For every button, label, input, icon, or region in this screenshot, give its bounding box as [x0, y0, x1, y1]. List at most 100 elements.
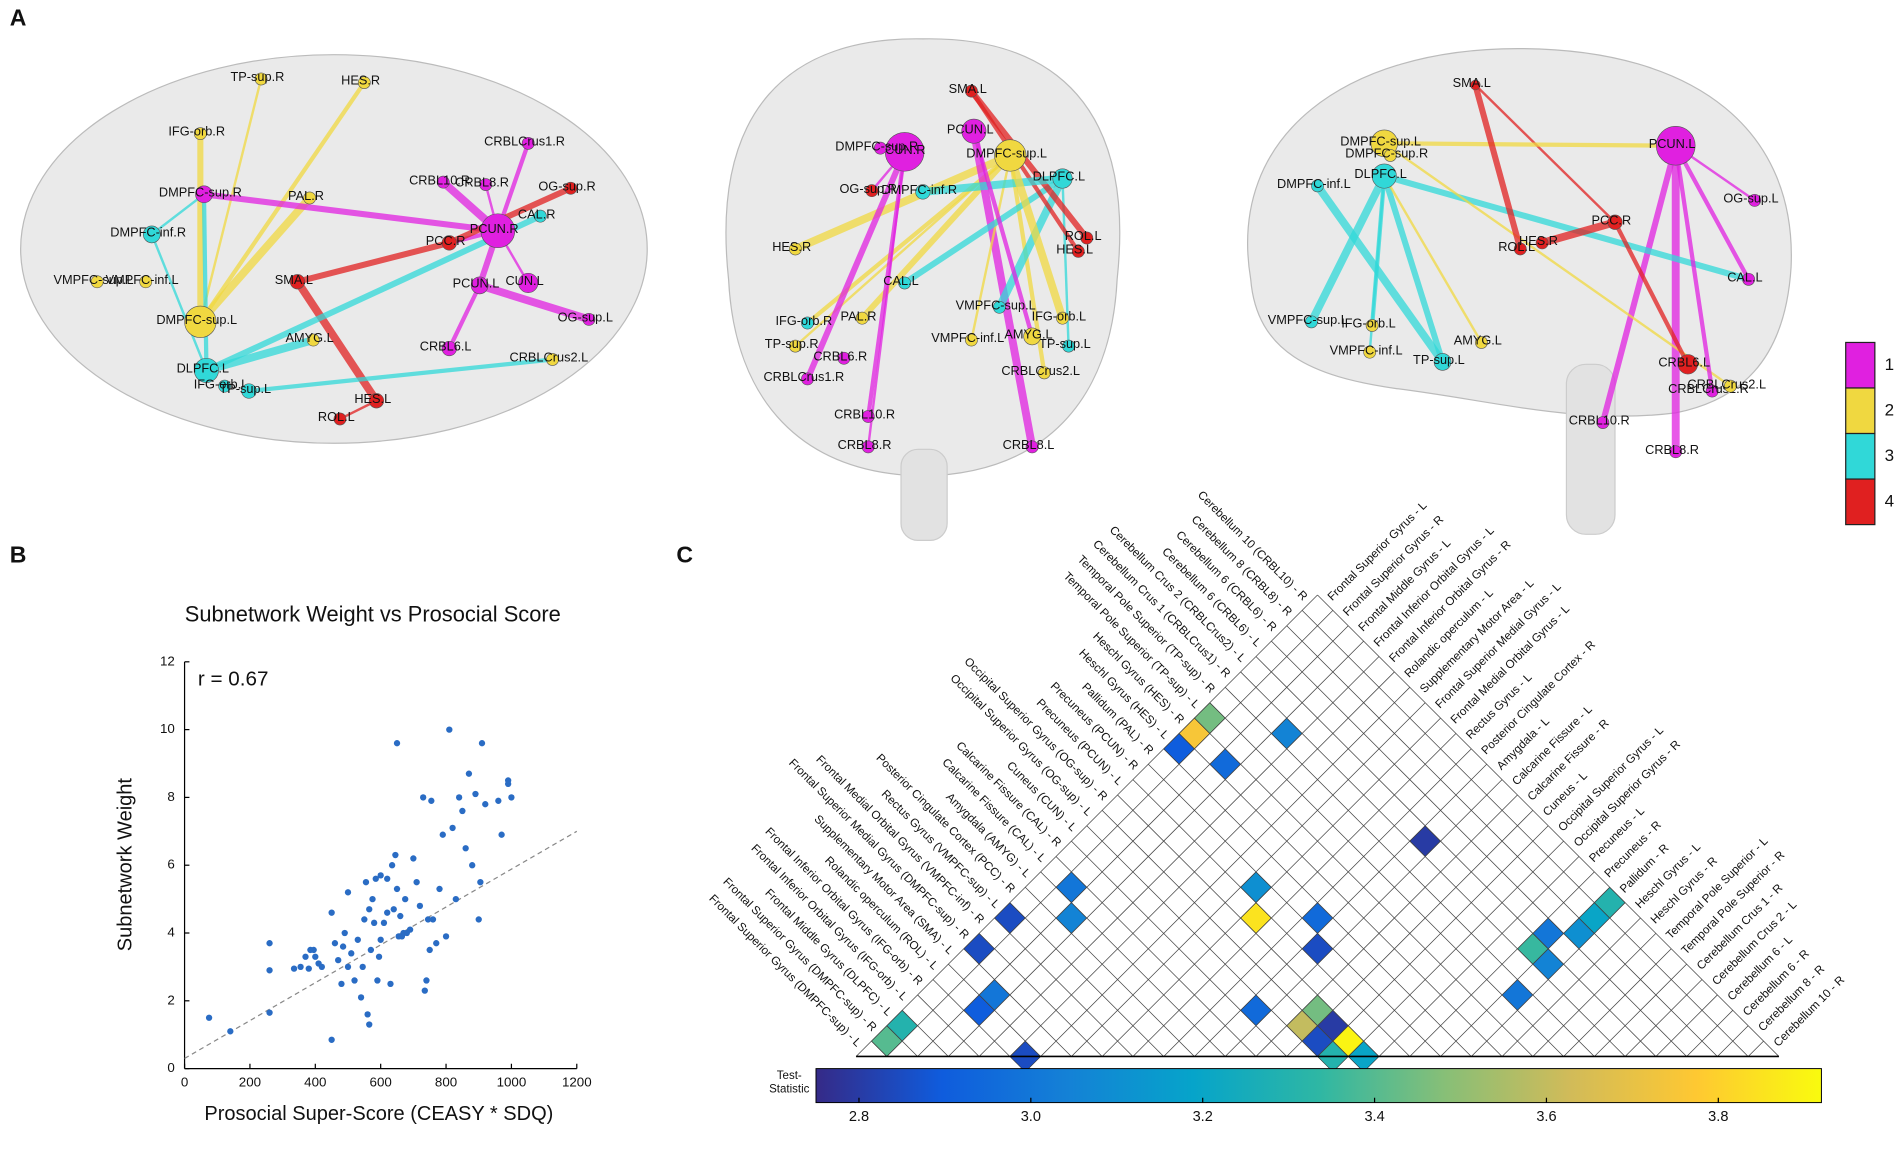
- y-tick-label: 0: [167, 1060, 174, 1075]
- connection: [1613, 221, 1690, 366]
- node-label: DLPFC.L: [177, 361, 229, 376]
- data-point: [428, 797, 435, 804]
- node-label: IFG-orb.R: [776, 313, 833, 328]
- data-point: [406, 926, 414, 933]
- x-tick-label: 1200: [562, 1075, 592, 1090]
- legend-swatch: [1845, 478, 1876, 526]
- data-point: [348, 950, 355, 957]
- connection: [205, 336, 315, 375]
- panel-label: B: [10, 541, 27, 567]
- data-point: [423, 977, 430, 984]
- node-label: CRBL10.R: [409, 172, 470, 187]
- brain-node: [1062, 339, 1075, 353]
- data-point: [266, 940, 273, 947]
- grid-line: [886, 610, 1334, 1057]
- connection: [1384, 141, 1676, 148]
- data-point: [318, 963, 326, 971]
- connection: [793, 151, 1012, 253]
- node-label: AMYG.L: [286, 330, 334, 345]
- data-point: [380, 919, 388, 926]
- connection: [296, 239, 451, 285]
- grid-line: [1747, 1040, 1764, 1057]
- data-point: [369, 895, 376, 903]
- y-axis-label: Subnetwork Weight: [115, 778, 137, 952]
- colorbar-tick-label: 3.6: [1536, 1109, 1556, 1125]
- connection: [151, 193, 205, 236]
- data-point: [472, 790, 479, 798]
- brain-shape: [20, 54, 648, 444]
- fit-line: [184, 830, 578, 1059]
- brain-node: [965, 84, 978, 98]
- brain-node: [1607, 214, 1623, 230]
- node-label: IFG-orb.L: [1032, 308, 1087, 323]
- grid-line: [1255, 656, 1657, 1057]
- node-label: CRBLCrus2.L: [1687, 376, 1766, 391]
- node-label: HES.L: [1056, 242, 1093, 257]
- connection: [1472, 84, 1524, 250]
- connection: [1673, 145, 1715, 392]
- data-point: [452, 895, 460, 903]
- node-label: DMPFC-sup.L: [966, 146, 1047, 161]
- x-tick-label: 800: [435, 1075, 457, 1090]
- connection: [1541, 218, 1617, 247]
- grid-line: [1224, 687, 1595, 1057]
- brain-node: [992, 300, 1006, 314]
- data-point: [338, 980, 345, 988]
- node-label: AMYG.L: [1454, 333, 1502, 348]
- x-tick-label: 200: [239, 1075, 261, 1090]
- node-label: CAL.L: [883, 273, 918, 288]
- data-point: [397, 912, 404, 920]
- brain-node: [1655, 126, 1696, 166]
- brain-node: [873, 141, 887, 155]
- connection: [1383, 175, 1483, 344]
- brain-node: [470, 276, 489, 295]
- grid-line: [1101, 810, 1349, 1057]
- brain-node: [788, 242, 802, 256]
- data-point: [351, 977, 358, 984]
- node-label: PAL.R: [841, 308, 877, 323]
- brain-node: [193, 357, 219, 383]
- data-point: [344, 889, 352, 896]
- data-point: [387, 980, 394, 988]
- connection: [203, 191, 499, 234]
- brain-node: [289, 274, 306, 290]
- node-label: VMPFC-inf.L: [931, 330, 1004, 345]
- brain-node: [564, 181, 578, 195]
- node-label: DMPFC-sup.L: [156, 312, 237, 327]
- node-label: TP-sup.L: [219, 381, 271, 396]
- grid-line: [1132, 733, 1457, 1057]
- brain-node: [1371, 163, 1397, 189]
- grid-line: [917, 994, 980, 1057]
- connection: [1370, 175, 1387, 326]
- node-label: ROL.L: [1498, 239, 1535, 254]
- data-point: [420, 794, 427, 801]
- brain-node: [1037, 366, 1051, 380]
- grid-line: [1071, 840, 1287, 1057]
- data-point: [310, 946, 317, 954]
- data-point: [477, 878, 484, 886]
- grid-line: [886, 1025, 918, 1057]
- connection: [971, 130, 1035, 337]
- data-point: [375, 953, 383, 960]
- connection: [448, 185, 572, 246]
- brain-node: [306, 333, 320, 347]
- data-point: [290, 965, 298, 972]
- brain-node: [1023, 327, 1041, 346]
- brain-node: [533, 209, 547, 223]
- y-tick-label: 12: [160, 653, 175, 668]
- connection: [201, 194, 209, 371]
- data-point: [362, 878, 370, 886]
- data-point: [508, 794, 515, 801]
- node-label: VMPFC-sup.L: [956, 297, 1036, 312]
- brain-node: [357, 76, 371, 89]
- legend-label: 3: [1885, 446, 1894, 465]
- node-label: PCUN.L: [1649, 136, 1696, 151]
- node-label: ROL.L: [1065, 228, 1102, 243]
- grid-line: [1194, 717, 1534, 1057]
- node-label: OG-sup.L: [558, 310, 613, 325]
- brain-node: [521, 136, 535, 150]
- node-label: VMPFC-inf.L: [106, 272, 179, 287]
- y-tick-label: 6: [167, 857, 174, 872]
- node-label: HES.R: [341, 73, 380, 88]
- matrix-cell: [1055, 902, 1088, 934]
